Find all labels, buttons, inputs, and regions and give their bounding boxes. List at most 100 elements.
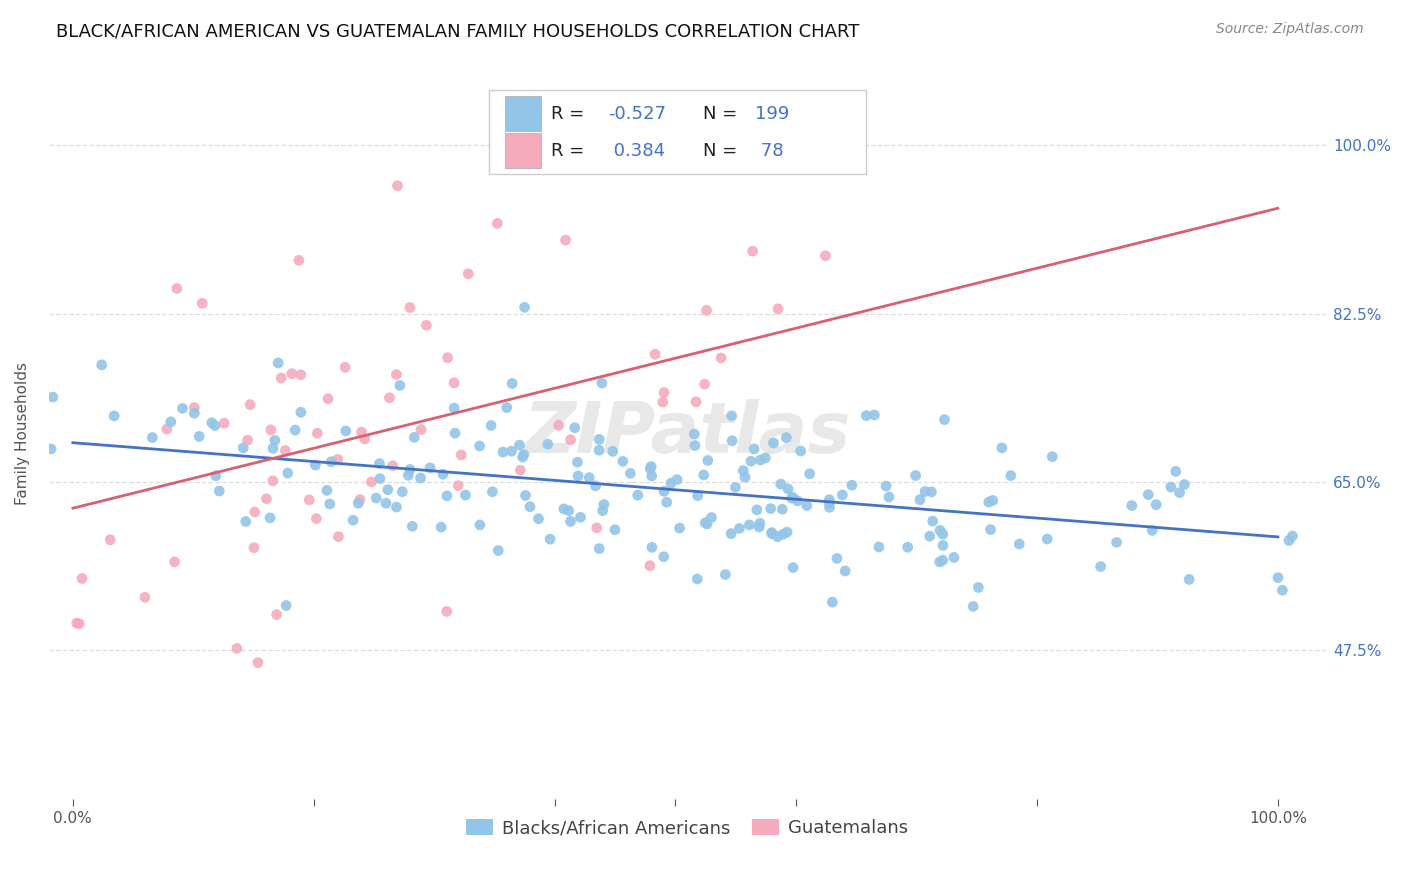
Point [1137,487,1160,501]
Point [321,455,343,469]
Point [274,443,297,458]
Point [259,511,281,525]
Text: R =: R = [551,142,589,160]
Point [457,267,479,281]
Point [638,461,661,475]
Point [328,530,350,544]
Point [513,448,536,462]
Point [468,517,491,532]
Point [191,296,214,310]
Point [387,178,409,193]
Point [666,473,689,487]
Point [430,520,453,534]
Point [11,504,34,518]
Point [929,524,952,538]
Point [1036,532,1059,546]
Point [928,555,950,569]
Point [720,409,742,423]
Point [734,470,756,484]
Point [943,550,966,565]
Point [776,525,799,540]
Point [443,376,465,390]
Point [962,599,984,614]
Point [513,301,536,315]
Point [90,358,112,372]
Point [668,521,690,535]
Point [686,489,709,503]
Point [683,439,706,453]
Point [619,467,641,481]
Point [509,463,531,477]
Point [560,514,582,528]
Point [547,418,569,433]
Point [239,398,262,412]
Point [1140,524,1163,538]
Point [537,437,560,451]
Point [918,529,941,543]
Point [814,249,837,263]
Point [686,572,709,586]
Point [501,376,523,391]
Point [904,468,927,483]
Point [495,401,517,415]
Point [436,351,458,365]
Point [276,599,298,613]
Point [762,436,785,450]
Point [567,455,589,469]
Point [409,471,432,485]
Point [588,541,610,556]
Point [932,538,955,552]
Point [759,501,782,516]
Point [183,401,205,415]
Point [578,470,600,484]
Point [13,649,35,664]
FancyBboxPatch shape [505,96,540,131]
Point [738,517,761,532]
Point [742,442,765,456]
Point [655,495,678,509]
Point [585,479,607,493]
Point [1144,498,1167,512]
Point [834,564,856,578]
Point [66,616,89,631]
Point [290,368,312,382]
Point [172,401,194,416]
Point [1160,480,1182,494]
Point [305,511,328,525]
Point [641,541,664,555]
Point [627,488,650,502]
Point [432,467,454,482]
Point [1090,559,1112,574]
Point [593,498,616,512]
Point [693,377,716,392]
Point [388,378,411,392]
Point [270,371,292,385]
Point [246,656,269,670]
Point [841,478,863,492]
Point [818,500,841,515]
Point [183,406,205,420]
Point [1040,450,1063,464]
Point [468,439,491,453]
Point [501,444,523,458]
Point [741,244,763,259]
Point [710,351,733,365]
FancyBboxPatch shape [489,90,866,175]
Point [778,482,800,496]
Point [399,462,422,476]
Point [855,409,877,423]
Point [342,513,364,527]
Point [166,281,188,295]
Point [821,595,844,609]
Point [454,488,477,502]
Point [264,434,287,448]
Point [603,523,626,537]
Point [1267,571,1289,585]
Point [651,395,673,409]
Point [652,385,675,400]
Point [508,438,530,452]
Point [204,418,226,433]
Point [789,444,811,458]
Point [877,490,900,504]
Point [353,432,375,446]
